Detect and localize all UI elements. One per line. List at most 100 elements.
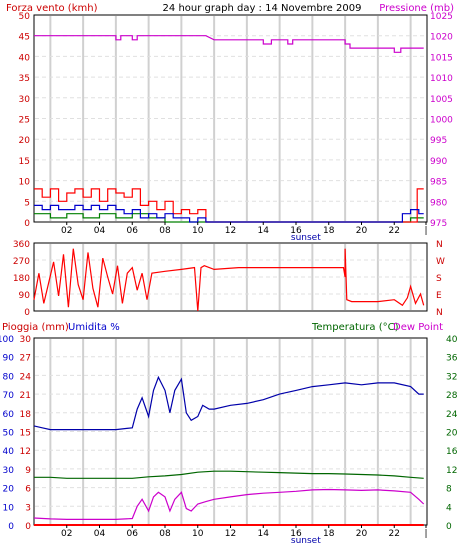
pressure-tick-label: 1025	[430, 12, 453, 22]
wind-min-line	[34, 213, 424, 223]
x-tick-label: 18	[323, 226, 335, 236]
x-tick-label: 10	[192, 226, 204, 236]
humidity-tick-label: 50	[3, 429, 15, 439]
wind-gust-line	[34, 188, 424, 223]
pressure-tick-label: 1020	[430, 33, 453, 43]
humidity-temperature-panel: 1009080706050403020100302724211815129630…	[0, 335, 458, 546]
pressure-tick-label: 990	[430, 157, 447, 167]
bottom-panel-series	[33, 375, 425, 526]
wind-tick-label: 45	[19, 33, 30, 43]
x-tick-label: 10	[192, 529, 204, 539]
temperature-line	[34, 470, 424, 479]
temperature-axis-label: Temperatura (°C)	[311, 322, 399, 333]
rain-tick-label: 18	[20, 410, 32, 420]
sunset-label: sunset	[291, 536, 321, 546]
pressure-tick-label: 995	[430, 136, 447, 146]
wind-tick-label: 30	[19, 95, 31, 105]
x-tick-label: 06	[127, 529, 139, 539]
x-tick-label: 20	[356, 226, 368, 236]
dew-point-line	[33, 488, 425, 520]
pressure-tick-label: 1000	[430, 116, 453, 126]
x-tick-label: 12	[225, 226, 236, 236]
x-tick-label: 08	[159, 529, 171, 539]
pressure-tick-label: 980	[430, 198, 447, 208]
humidity-tick-label: 60	[3, 410, 15, 420]
bottom-panel-ticks: 1009080706050403020100302724211815129630…	[0, 335, 458, 546]
direction-degree-label: 360	[13, 240, 30, 250]
x-tick-label: 04	[94, 529, 106, 539]
wind-axis-label: Forza vento (kmh)	[6, 3, 98, 14]
x-tick-label: |	[424, 529, 427, 539]
rain-tick-label: 3	[25, 503, 31, 513]
wind-tick-label: 50	[19, 12, 31, 22]
pressure-tick-label: 985	[430, 178, 447, 188]
x-tick-label: 16	[290, 529, 302, 539]
x-tick-label: 16	[290, 226, 302, 236]
humidity-tick-label: 0	[8, 522, 14, 532]
sunset-label: sunset	[291, 233, 321, 243]
wind-tick-label: 5	[24, 198, 30, 208]
wind-tick-label: 0	[24, 219, 30, 229]
wind-tick-label: 35	[19, 74, 30, 84]
rain-tick-label: 0	[25, 522, 31, 532]
compass-label: E	[436, 291, 442, 301]
humidity-tick-label: 10	[3, 503, 15, 513]
temperature-tick-label: 36	[446, 354, 458, 364]
direction-degree-label: 180	[13, 274, 30, 284]
temperature-tick-label: 28	[446, 391, 458, 401]
chart-title: 24 hour graph day : 14 Novembre 2009	[163, 3, 362, 14]
rain-axis-label: Pioggia (mm)	[2, 322, 69, 333]
bottom-panel-grid	[35, 339, 426, 524]
compass-label: S	[436, 274, 442, 284]
rain-tick-label: 27	[20, 354, 31, 364]
compass-label: N	[436, 240, 443, 250]
wind-tick-label: 15	[19, 157, 30, 167]
x-tick-label: 20	[356, 529, 368, 539]
x-tick-label: |	[424, 226, 427, 236]
humidity-line	[33, 375, 424, 431]
humidity-tick-label: 90	[3, 354, 15, 364]
pressure-axis-label: Pressione (mb)	[379, 3, 454, 14]
pressure-tick-label: 1015	[430, 53, 453, 63]
rain-tick-label: 15	[20, 429, 31, 439]
direction-degree-label: 0	[24, 308, 30, 318]
humidity-tick-label: 40	[3, 447, 15, 457]
humidity-axis-label: Umidita %	[68, 322, 120, 333]
rain-tick-label: 6	[25, 485, 31, 495]
compass-label: N	[436, 308, 443, 318]
rain-tick-label: 9	[25, 466, 31, 476]
humidity-tick-label: 70	[3, 391, 15, 401]
temperature-tick-label: 20	[446, 429, 458, 439]
wind-average-line	[34, 204, 424, 223]
wind-tick-label: 10	[19, 178, 31, 188]
dew-point-axis-label: Dew Point	[393, 322, 443, 333]
x-tick-label: 22	[389, 226, 400, 236]
humidity-tick-label: 30	[3, 466, 15, 476]
direction-panel-series	[33, 248, 425, 312]
humidity-tick-label: 80	[3, 372, 15, 382]
x-tick-label: 02	[61, 226, 72, 236]
x-tick-label: 02	[61, 529, 72, 539]
wind-tick-label: 20	[19, 136, 31, 146]
wind-panel-series	[34, 35, 424, 223]
rain-tick-label: 12	[20, 447, 31, 457]
wind-panel-grid	[35, 16, 426, 221]
humidity-tick-label: 20	[3, 485, 15, 495]
pressure-line	[34, 35, 424, 53]
compass-label: W	[436, 257, 445, 267]
rain-tick-label: 30	[20, 335, 32, 345]
temperature-tick-label: 12	[446, 466, 457, 476]
x-tick-label: 06	[127, 226, 139, 236]
temperature-tick-label: 16	[446, 447, 458, 457]
x-tick-label: 12	[225, 529, 236, 539]
pressure-tick-label: 1010	[430, 74, 453, 84]
temperature-tick-label: 32	[446, 372, 457, 382]
rain-tick-label: 24	[20, 372, 32, 382]
pressure-tick-label: 975	[430, 219, 447, 229]
pressure-tick-label: 1005	[430, 95, 453, 105]
temperature-tick-label: 40	[446, 335, 458, 345]
x-tick-label: 04	[94, 226, 106, 236]
x-tick-label: 14	[258, 529, 270, 539]
